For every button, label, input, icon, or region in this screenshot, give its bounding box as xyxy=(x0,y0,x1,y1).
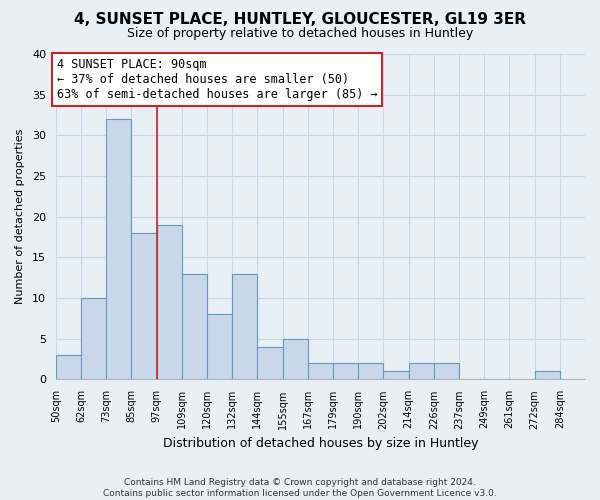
Text: 4, SUNSET PLACE, HUNTLEY, GLOUCESTER, GL19 3ER: 4, SUNSET PLACE, HUNTLEY, GLOUCESTER, GL… xyxy=(74,12,526,28)
X-axis label: Distribution of detached houses by size in Huntley: Distribution of detached houses by size … xyxy=(163,437,478,450)
Bar xyxy=(207,314,232,380)
Bar xyxy=(257,347,283,380)
Bar xyxy=(409,363,434,380)
Bar xyxy=(308,363,333,380)
Bar xyxy=(383,372,409,380)
Bar xyxy=(81,298,106,380)
Bar xyxy=(333,363,358,380)
Bar xyxy=(157,225,182,380)
Bar xyxy=(131,233,157,380)
Bar xyxy=(56,355,81,380)
Y-axis label: Number of detached properties: Number of detached properties xyxy=(15,129,25,304)
Text: Contains HM Land Registry data © Crown copyright and database right 2024.
Contai: Contains HM Land Registry data © Crown c… xyxy=(103,478,497,498)
Bar xyxy=(434,363,459,380)
Text: Size of property relative to detached houses in Huntley: Size of property relative to detached ho… xyxy=(127,28,473,40)
Bar xyxy=(232,274,257,380)
Bar xyxy=(358,363,383,380)
Bar xyxy=(106,119,131,380)
Bar xyxy=(535,372,560,380)
Text: 4 SUNSET PLACE: 90sqm
← 37% of detached houses are smaller (50)
63% of semi-deta: 4 SUNSET PLACE: 90sqm ← 37% of detached … xyxy=(57,58,377,101)
Bar xyxy=(182,274,207,380)
Bar xyxy=(283,339,308,380)
